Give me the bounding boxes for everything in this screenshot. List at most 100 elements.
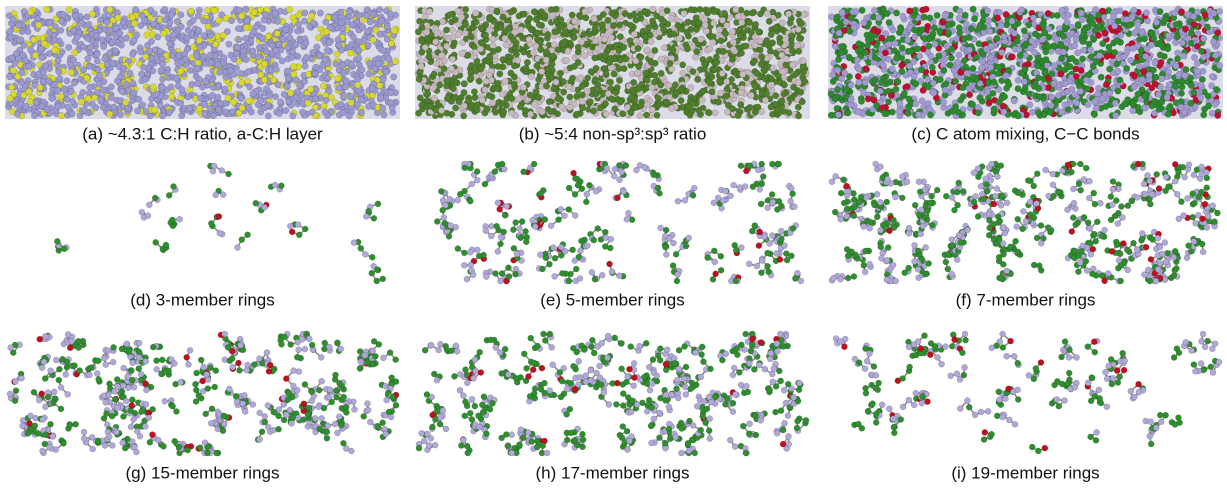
atom — [650, 6, 656, 12]
atom — [151, 11, 157, 17]
atom — [262, 12, 268, 18]
atom — [287, 34, 293, 40]
atom — [1009, 18, 1015, 24]
atom — [146, 48, 152, 54]
atom — [679, 104, 685, 110]
atom — [733, 6, 739, 12]
atom — [749, 10, 755, 16]
atom — [712, 67, 718, 73]
atom — [628, 94, 634, 100]
atom — [377, 82, 383, 88]
atom — [735, 14, 741, 20]
atom — [500, 56, 506, 62]
atom — [794, 42, 800, 48]
atom — [1035, 109, 1041, 115]
atom — [151, 21, 157, 27]
atom — [752, 83, 758, 89]
atom — [1103, 103, 1109, 109]
atom — [523, 65, 529, 71]
atom — [645, 25, 651, 31]
atom — [976, 40, 982, 46]
atom — [335, 75, 341, 81]
atom — [378, 18, 384, 24]
atom — [550, 53, 556, 59]
atom — [72, 13, 78, 19]
atom — [388, 40, 394, 46]
atom — [930, 80, 936, 86]
atom — [293, 41, 299, 47]
atom — [1181, 53, 1187, 59]
atom — [354, 101, 360, 107]
atom — [1009, 54, 1015, 60]
atom — [217, 69, 223, 75]
atom — [482, 32, 488, 38]
atom — [441, 65, 447, 71]
atom — [390, 74, 396, 80]
atom — [887, 79, 893, 85]
atom — [355, 82, 361, 88]
atom — [85, 55, 91, 61]
atom — [340, 70, 346, 76]
atom — [487, 14, 493, 20]
atom — [563, 57, 569, 63]
atom — [211, 7, 217, 13]
atom — [129, 51, 135, 57]
atom — [28, 9, 34, 15]
atom — [1001, 93, 1007, 99]
atom — [609, 10, 615, 16]
atom — [1015, 113, 1021, 119]
atom — [1200, 35, 1206, 41]
atom — [1115, 68, 1121, 74]
atom — [1151, 35, 1157, 41]
atom — [350, 34, 356, 40]
atom — [449, 56, 455, 62]
atom — [1040, 22, 1046, 28]
atom — [169, 52, 175, 58]
atom — [1075, 50, 1081, 56]
atom — [251, 29, 257, 35]
atom — [561, 89, 567, 95]
atom — [772, 24, 778, 30]
atom — [1158, 84, 1164, 90]
atom — [459, 50, 465, 56]
atom — [221, 86, 227, 92]
atom — [473, 68, 479, 74]
atom — [799, 99, 805, 105]
atom — [838, 76, 844, 82]
atom — [960, 84, 966, 90]
atom — [539, 68, 545, 74]
atom — [649, 107, 655, 113]
atom — [1166, 82, 1172, 88]
atom — [489, 100, 495, 106]
atom — [447, 11, 453, 17]
atom — [644, 101, 650, 107]
atom — [40, 69, 46, 75]
atom — [685, 19, 691, 25]
atom — [579, 83, 585, 89]
atom — [1112, 112, 1118, 118]
atom — [150, 84, 156, 90]
atom — [955, 109, 961, 115]
atom — [889, 109, 895, 115]
atom — [128, 27, 134, 33]
atom — [779, 98, 785, 104]
atom — [265, 102, 271, 108]
atom — [1210, 39, 1216, 45]
atom — [577, 14, 583, 20]
atom — [1106, 44, 1112, 50]
atom — [79, 20, 85, 26]
atom — [383, 69, 389, 75]
atom — [134, 32, 140, 38]
atom — [1022, 85, 1028, 91]
atom — [526, 15, 532, 21]
atom — [716, 26, 722, 32]
atom — [377, 31, 383, 37]
atom — [97, 17, 103, 23]
atom — [886, 36, 892, 42]
atom — [415, 29, 421, 35]
atom — [943, 81, 949, 87]
atom — [375, 61, 381, 67]
atom — [893, 55, 899, 61]
atom — [31, 37, 37, 43]
atom — [917, 53, 923, 59]
